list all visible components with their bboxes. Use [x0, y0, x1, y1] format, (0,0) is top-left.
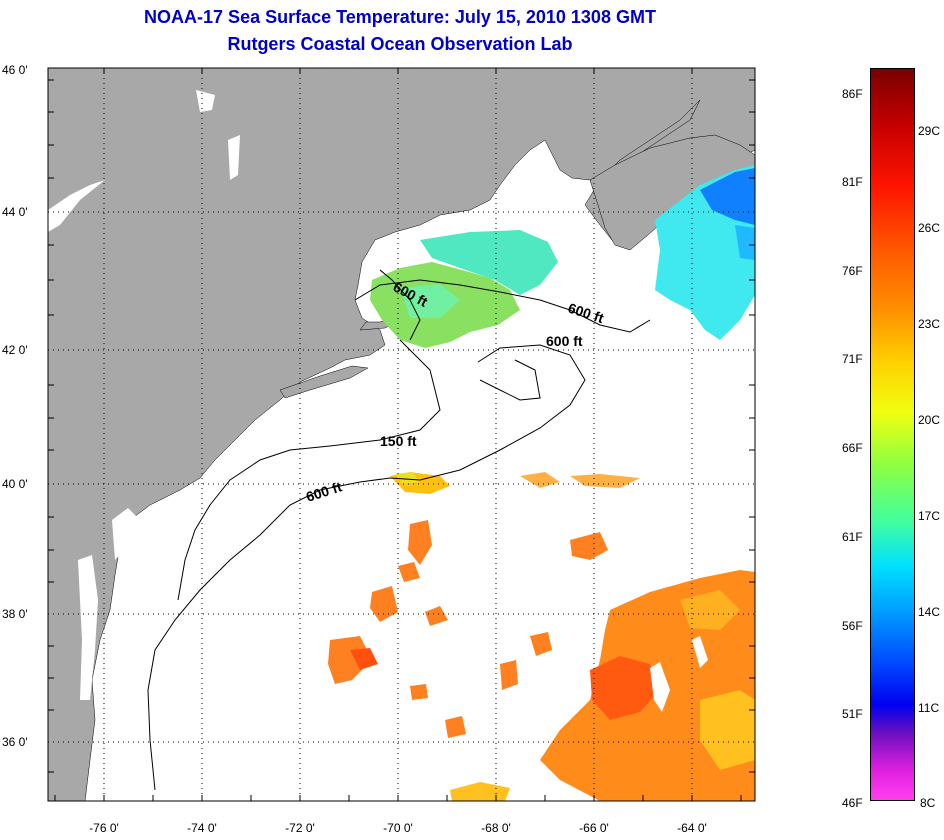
colorbar-c-label: 23C [918, 317, 941, 331]
lon-tick-label: -68 0' [481, 821, 511, 835]
colorbar-f-label: 71F [842, 352, 863, 366]
bathymetry-contours [147, 269, 651, 791]
lat-tick-label: 42 0' [2, 343, 28, 357]
long-island [279, 365, 369, 399]
lon-tick-label: -74 0' [187, 821, 217, 835]
sst-shelf-break [390, 472, 640, 494]
lat-tick-label: 46 0' [2, 63, 28, 77]
colorbar-f-label: 81F [842, 175, 863, 189]
colorbar-f-label: 51F [842, 707, 863, 721]
lake [196, 90, 215, 112]
chesapeake-bay [78, 555, 98, 700]
temperature-colorbar [870, 68, 915, 801]
colorbar-f-label: 61F [842, 530, 863, 544]
colorbar-c-label: 17C [918, 509, 941, 523]
colorbar-c-label: 14C [918, 605, 941, 619]
sst-gulf-of-maine [370, 230, 558, 348]
contour-label: 150 ft [380, 433, 417, 449]
lat-tick-label: 44 0' [2, 205, 28, 219]
colorbar-c-label: 20C [918, 413, 941, 427]
colorbar-f-label: 56F [842, 619, 863, 633]
map-frame [47, 67, 756, 802]
delaware-bay [112, 508, 140, 560]
colorbar-f-label: 76F [842, 264, 863, 278]
lat-tick-label: 40 0' [2, 477, 28, 491]
graticule [48, 68, 755, 801]
lake [228, 135, 240, 180]
colorbar-f-label: 46F [842, 796, 863, 810]
lake [48, 180, 105, 232]
lat-tick-label: 38 0' [2, 607, 28, 621]
sst-slope-water [328, 520, 608, 738]
lon-tick-label: -64 0' [677, 821, 707, 835]
colorbar-f-label: 66F [842, 441, 863, 455]
map-title: NOAA-17 Sea Surface Temperature: July 15… [144, 7, 656, 27]
lon-tick-label: -66 0' [579, 821, 609, 835]
map-subtitle: Rutgers Coastal Ocean Observation Lab [227, 34, 573, 54]
colorbar-c-label: 11C [918, 701, 940, 715]
contour-label: 600 ft [546, 333, 583, 349]
lon-tick-label: -72 0' [285, 821, 315, 835]
lat-tick-label: 36 0' [2, 735, 28, 749]
lon-tick-label: -70 0' [383, 821, 413, 835]
colorbar-c-label: 8C [920, 796, 936, 810]
frame-ticks [48, 68, 755, 801]
lon-tick-label: -76 0' [89, 821, 119, 835]
colorbar-c-label: 29C [918, 124, 941, 138]
colorbar-c-label: 26C [918, 221, 941, 235]
sst-scotian-shelf [655, 165, 755, 340]
colorbar-f-label: 86F [842, 87, 863, 101]
